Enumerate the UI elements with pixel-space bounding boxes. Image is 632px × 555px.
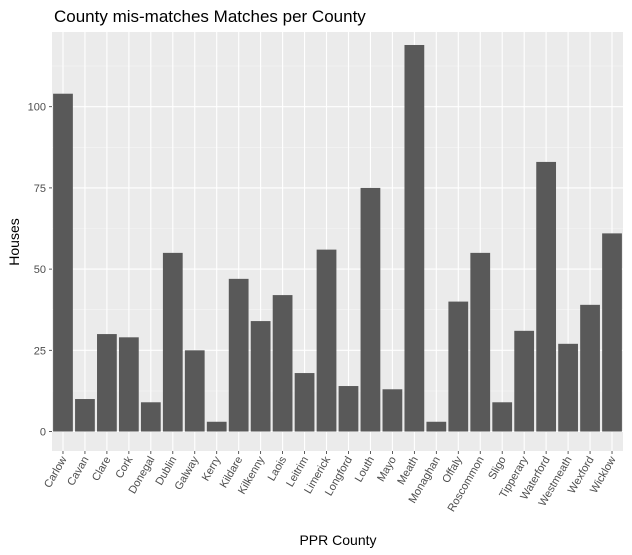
- y-tick-label: 25: [34, 345, 46, 357]
- bar-westmeath: [558, 343, 578, 432]
- y-tick-label: 100: [28, 102, 46, 114]
- bar-limerick: [316, 249, 337, 432]
- bar-wicklow: [602, 233, 622, 432]
- bar-meath: [404, 44, 425, 432]
- bar-kerry: [206, 421, 227, 432]
- bar-galway: [184, 350, 205, 432]
- x-tick-label: Carlow: [42, 454, 70, 490]
- bar-sligo: [492, 402, 513, 432]
- bars-group: [53, 44, 622, 432]
- bar-wexford: [580, 304, 600, 432]
- bar-roscommon: [470, 252, 491, 432]
- y-tick-label: 50: [34, 264, 46, 276]
- x-tick-label: Clare: [90, 455, 114, 484]
- x-tick-label: Cork: [113, 454, 135, 481]
- bar-carlow: [53, 93, 73, 432]
- bar-waterford: [536, 161, 557, 432]
- bar-kildare: [228, 278, 249, 432]
- x-tick-label: Louth: [353, 455, 377, 485]
- bar-clare: [97, 334, 117, 432]
- bar-tipperary: [514, 330, 535, 432]
- y-axis: 0 25 50 75 100: [28, 102, 52, 439]
- y-tick-label: 0: [40, 427, 46, 439]
- bar-monaghan: [426, 421, 447, 432]
- y-tick-label: 75: [34, 183, 46, 195]
- bar-donegal: [140, 402, 161, 432]
- bar-mayo: [382, 389, 403, 432]
- y-axis-title: Houses: [6, 218, 22, 265]
- bar-leitrim: [294, 373, 315, 432]
- bar-cavan: [75, 399, 95, 432]
- bar-dublin: [162, 252, 183, 432]
- bar-offaly: [448, 301, 469, 432]
- bar-laois: [272, 295, 293, 432]
- x-tick-label: Cavan: [65, 455, 91, 489]
- bar-cork: [118, 337, 139, 432]
- bar-kilkenny: [250, 321, 271, 432]
- x-axis-title: PPR County: [299, 532, 376, 548]
- x-tick-label: Sligo: [486, 455, 509, 482]
- bar-louth: [360, 187, 381, 432]
- chart-title: County mis-matches Matches per County: [54, 7, 366, 26]
- bar-longford: [338, 386, 359, 432]
